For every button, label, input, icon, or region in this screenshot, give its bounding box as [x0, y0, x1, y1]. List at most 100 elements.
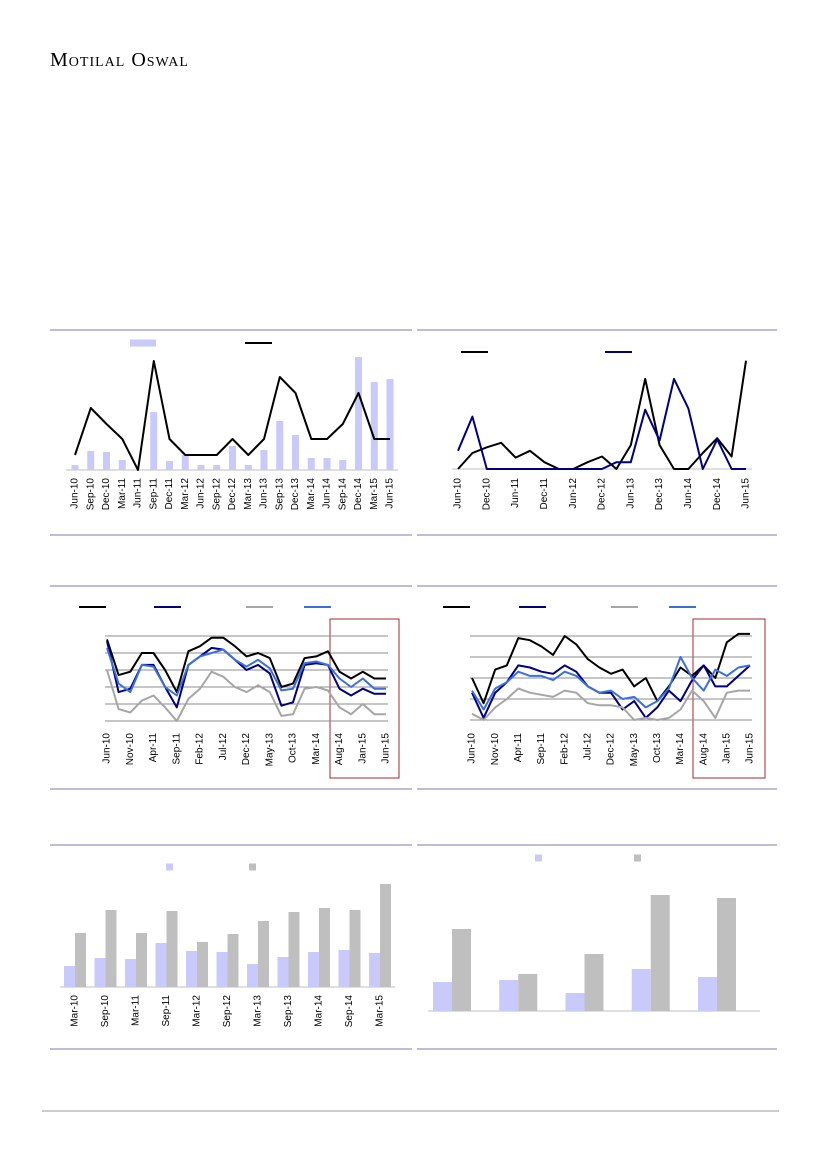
bar	[307, 458, 315, 470]
bar	[319, 908, 330, 987]
x-tick-label: Jan-15	[357, 733, 368, 764]
bar	[258, 921, 269, 987]
line	[106, 640, 386, 709]
bar	[380, 884, 391, 987]
x-tick-label: Dec-13	[290, 478, 301, 511]
x-tick-label: Dec-10	[101, 478, 112, 511]
chart: Jun-10 Nov-10 Apr-11 Sep-11 Feb-12 Jul-12 Dec-…	[443, 606, 756, 766]
bar	[136, 933, 147, 987]
bar	[386, 379, 394, 470]
x-tick-label: Jun-15	[741, 478, 752, 509]
chart: Jun-10 Sep-10 Dec-10 Mar-11 Jun-11 Sep-11 Dec-…	[66, 339, 398, 511]
brand-title: Motilal Oswal	[50, 49, 189, 71]
x-tick-label: Nov-10	[490, 733, 501, 766]
bar	[370, 382, 378, 470]
x-tick-label: Dec-12	[597, 478, 608, 511]
bar	[64, 966, 75, 987]
bar	[698, 977, 717, 1011]
chart	[428, 854, 760, 1012]
bar	[181, 455, 189, 470]
line	[471, 656, 751, 711]
x-tick-label: Apr-11	[148, 733, 159, 763]
bar	[105, 910, 117, 987]
bar	[216, 952, 228, 987]
x-tick-label: Jun-11	[133, 478, 144, 508]
x-tick-label: Jan-15	[721, 733, 732, 764]
x-tick-label: Mar-12	[180, 478, 191, 510]
x-tick-label: Jun-13	[259, 478, 270, 509]
bar	[197, 465, 205, 470]
x-tick-label: Sep-13	[274, 478, 285, 511]
x-tick-label: Sep-12	[222, 995, 233, 1028]
x-tick-label: Nov-10	[125, 733, 136, 766]
bar	[338, 950, 350, 987]
x-tick-label: Mar-15	[369, 478, 380, 510]
x-tick-label: Jun-10	[70, 478, 81, 509]
x-tick-label: Mar-14	[675, 733, 686, 765]
x-tick-label: Oct-13	[652, 733, 663, 763]
x-tick-label: Jun-10	[453, 478, 464, 509]
x-tick-label: Aug-14	[334, 733, 345, 766]
x-tick-label: Mar-11	[117, 478, 128, 509]
x-tick-label: Sep-11	[171, 733, 182, 765]
bar	[369, 953, 380, 987]
x-tick-label: Sep-11	[161, 995, 172, 1027]
x-tick-label: Jun-14	[322, 478, 333, 509]
x-tick-label: Apr-11	[513, 733, 524, 763]
x-tick-label: Sep-11	[536, 733, 547, 765]
legend-swatch	[535, 854, 542, 862]
bar	[499, 980, 519, 1011]
bar	[292, 435, 299, 470]
x-tick-label: Dec-14	[353, 478, 364, 511]
x-tick-label: Dec-12	[241, 733, 252, 766]
bar	[288, 912, 300, 987]
x-tick-label: Jul-12	[582, 733, 593, 761]
bar	[650, 895, 670, 1011]
x-tick-label: Mar-13	[253, 995, 264, 1027]
bar	[355, 357, 362, 470]
bar	[452, 929, 471, 1011]
x-tick-label: Dec-10	[481, 478, 492, 511]
bar	[276, 421, 284, 470]
x-tick-label: Mar-13	[243, 478, 254, 510]
x-tick-label: May-13	[264, 733, 275, 767]
panel-rules	[42, 329, 779, 1112]
bar	[260, 450, 268, 470]
line	[106, 647, 386, 697]
x-tick-label: Dec-14	[712, 478, 723, 511]
chart: Jun-10 Nov-10 Apr-11 Sep-11 Feb-12 Jul-12 Dec-…	[79, 606, 392, 767]
x-tick-label: Dec-11	[164, 478, 175, 510]
bar	[565, 993, 585, 1011]
x-tick-label: Jul-12	[218, 733, 229, 761]
x-tick-label: Mar-14	[314, 995, 325, 1027]
bar	[277, 957, 289, 987]
x-tick-label: Dec-13	[654, 478, 665, 511]
line	[457, 360, 747, 470]
x-tick-label: Sep-14	[344, 995, 355, 1028]
x-tick-label: Mar-14	[311, 733, 322, 765]
legend-swatch	[249, 863, 256, 871]
legend-swatch	[130, 339, 156, 347]
bar	[244, 465, 252, 470]
bar	[155, 943, 167, 987]
x-tick-label: Dec-11	[539, 478, 550, 510]
bar	[308, 952, 319, 987]
x-tick-label: Sep-14	[337, 478, 348, 511]
bar	[584, 954, 604, 1011]
x-tick-label: Jun-12	[568, 478, 579, 509]
bar	[166, 461, 173, 470]
x-tick-label: Jun-10	[102, 733, 113, 764]
x-tick-label: Mar-15	[375, 995, 386, 1027]
bar	[94, 958, 106, 987]
bar	[166, 911, 178, 987]
chart: Jun-10 Dec-10 Jun-11 Dec-11 Jun-12 Dec-12 Jun-…	[452, 351, 752, 511]
bar	[125, 959, 136, 987]
x-tick-label: Jun-15	[381, 733, 392, 764]
legend-swatch	[634, 854, 641, 862]
x-tick-label: Mar-11	[131, 995, 142, 1026]
line	[74, 360, 390, 471]
x-tick-label: Sep-13	[283, 995, 294, 1028]
bar	[349, 910, 361, 987]
bar	[71, 465, 79, 470]
